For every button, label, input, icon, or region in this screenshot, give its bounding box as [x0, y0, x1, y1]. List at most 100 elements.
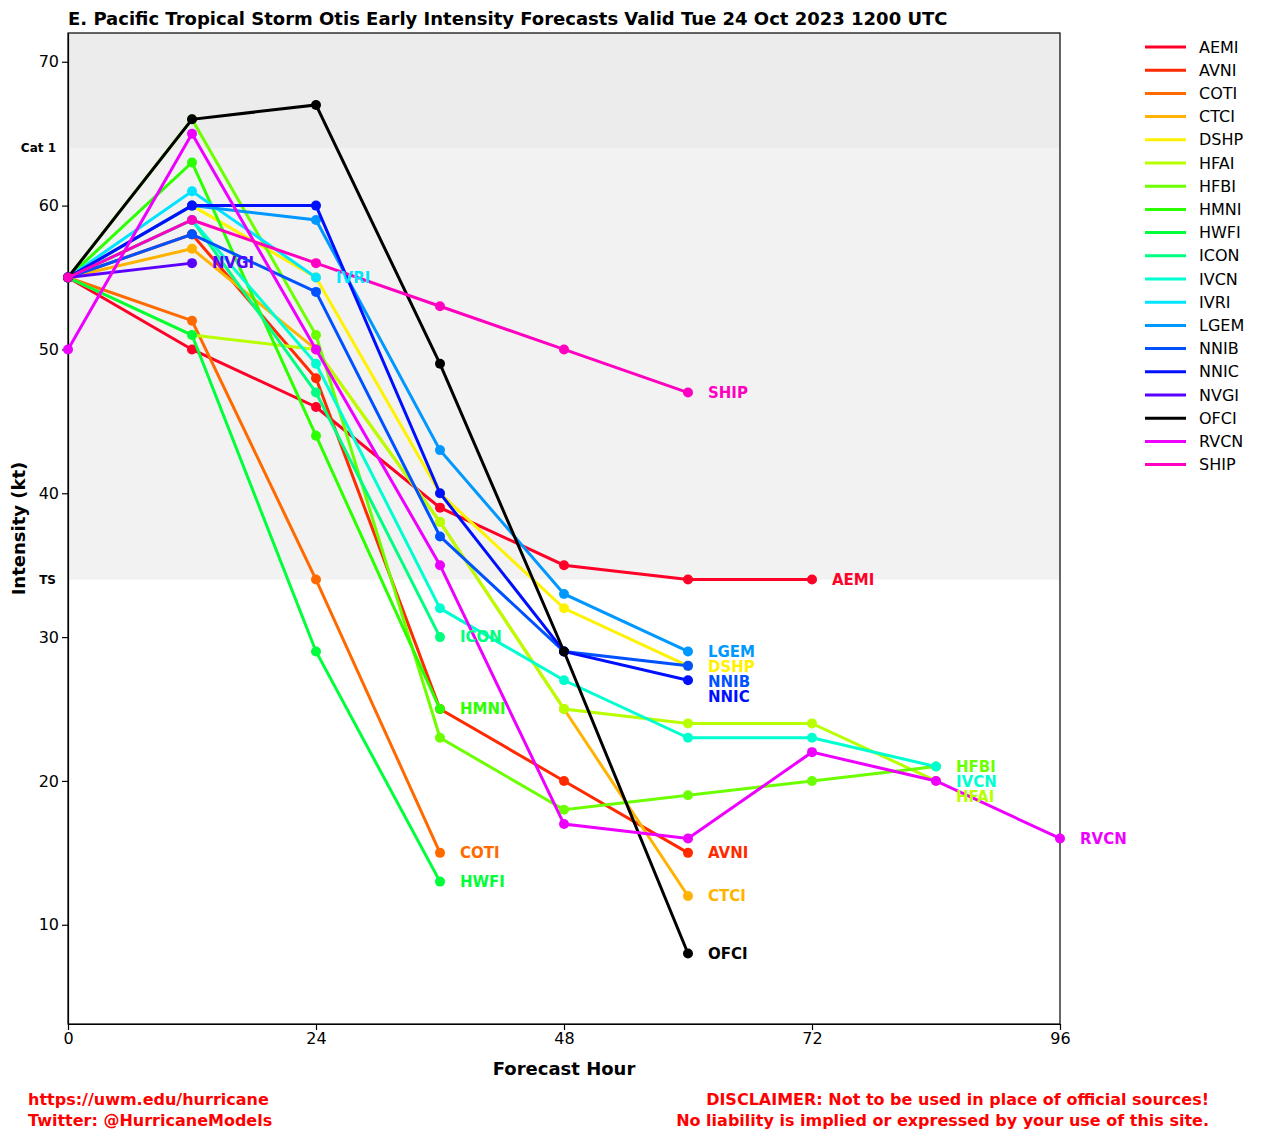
tick-label: 70: [39, 52, 59, 71]
series-marker: [63, 273, 73, 283]
series-marker: [187, 157, 197, 167]
legend-entry: IVRI: [1145, 293, 1231, 312]
series-marker: [187, 229, 197, 239]
legend-entry: ICON: [1145, 246, 1239, 265]
legend-entry: HMNI: [1145, 200, 1242, 219]
tick-mark: [62, 205, 68, 206]
series-marker: [559, 675, 569, 685]
series-marker: [187, 215, 197, 225]
intensity-band: [68, 148, 1060, 579]
legend-label: AEMI: [1199, 38, 1239, 57]
series-group: [63, 100, 1065, 959]
series-marker: [63, 273, 73, 283]
tick-label: 40: [39, 484, 59, 503]
legend-swatch: [1145, 138, 1186, 141]
legend-label: RVCN: [1199, 432, 1243, 451]
series-marker: [63, 273, 73, 283]
series-marker: [683, 675, 693, 685]
series-marker: [931, 762, 941, 772]
series-end-label: ICON: [460, 628, 502, 646]
tick: 48: [554, 1024, 574, 1048]
series-marker: [683, 733, 693, 743]
series-marker: [807, 733, 817, 743]
tick-label: 60: [39, 196, 59, 215]
legend-label: NNIC: [1199, 362, 1239, 381]
series-marker: [683, 661, 693, 671]
series-marker: [187, 201, 197, 211]
tick-mark: [62, 925, 68, 926]
series-marker: [683, 891, 693, 901]
series-marker: [311, 344, 321, 354]
legend-entry: HFBI: [1145, 177, 1236, 196]
series-marker: [435, 517, 445, 527]
legend-label: DSHP: [1199, 130, 1244, 149]
series-marker: [187, 114, 197, 124]
title: E. Pacific Tropical Storm Otis Early Int…: [68, 8, 948, 29]
legend-entry: HWFI: [1145, 223, 1241, 242]
legend-swatch: [1145, 394, 1186, 397]
legend-swatch: [1145, 301, 1186, 304]
series-marker: [311, 273, 321, 283]
tick-label: 10: [39, 915, 59, 934]
series-end-label: OFCI: [708, 945, 748, 963]
legend-label: HMNI: [1199, 200, 1242, 219]
series-marker: [435, 359, 445, 369]
series-marker: [435, 445, 445, 455]
legend-entry: IVCN: [1145, 270, 1238, 289]
series-end-label: AVNI: [708, 844, 748, 862]
series-marker: [435, 704, 445, 714]
tick-mark: [62, 637, 68, 638]
series-marker: [63, 273, 73, 283]
series-marker: [683, 646, 693, 656]
tick-label: 30: [39, 628, 59, 647]
series-marker: [931, 762, 941, 772]
legend-swatch: [1145, 254, 1186, 257]
x-axis-title: Forecast Hour: [493, 1058, 636, 1079]
legend-entry: COTI: [1145, 84, 1237, 103]
series-marker: [683, 790, 693, 800]
series-marker: [187, 201, 197, 211]
legend-swatch: [1145, 324, 1186, 327]
series-marker: [63, 273, 73, 283]
series-marker: [63, 273, 73, 283]
series-line: [68, 206, 688, 681]
legend-entry: SHIP: [1145, 455, 1236, 474]
series-marker: [683, 718, 693, 728]
footer-right: No liability is implied or expressed by …: [676, 1111, 1209, 1130]
series-marker: [435, 488, 445, 498]
series-line: [68, 220, 688, 393]
tick: 0: [63, 1024, 73, 1048]
legend-swatch: [1145, 208, 1186, 211]
series-marker: [683, 575, 693, 585]
series-line: [68, 119, 936, 809]
series-marker: [63, 273, 73, 283]
series-marker: [435, 301, 445, 311]
series-marker: [311, 287, 321, 297]
series-end-label: HMNI: [460, 700, 506, 718]
tick-label: 20: [39, 772, 59, 791]
series-marker: [311, 575, 321, 585]
tick-label: 50: [39, 340, 59, 359]
series-marker: [435, 632, 445, 642]
legend-swatch: [1145, 417, 1186, 420]
series-end-label: NNIC: [708, 688, 750, 706]
legend-label: LGEM: [1199, 316, 1244, 335]
series-end-label: IVRI: [336, 269, 370, 287]
tick: 24: [306, 1024, 326, 1048]
tick-label: 72: [802, 1029, 822, 1048]
legend-swatch: [1145, 69, 1186, 72]
legend-swatch: [1145, 162, 1186, 165]
series-marker: [187, 330, 197, 340]
series-marker: [63, 273, 73, 283]
series-marker: [311, 388, 321, 398]
series-marker: [435, 503, 445, 513]
series-marker: [559, 560, 569, 570]
series-marker: [559, 589, 569, 599]
legend-entry: NNIC: [1145, 362, 1239, 381]
series-marker: [187, 215, 197, 225]
series-marker: [1055, 833, 1065, 843]
y-axis-title: Intensity (kt): [8, 462, 29, 596]
footer-left: https://uwm.edu/hurricane: [28, 1090, 269, 1109]
series-line: [68, 220, 936, 767]
band-label: Cat 1: [21, 141, 56, 155]
